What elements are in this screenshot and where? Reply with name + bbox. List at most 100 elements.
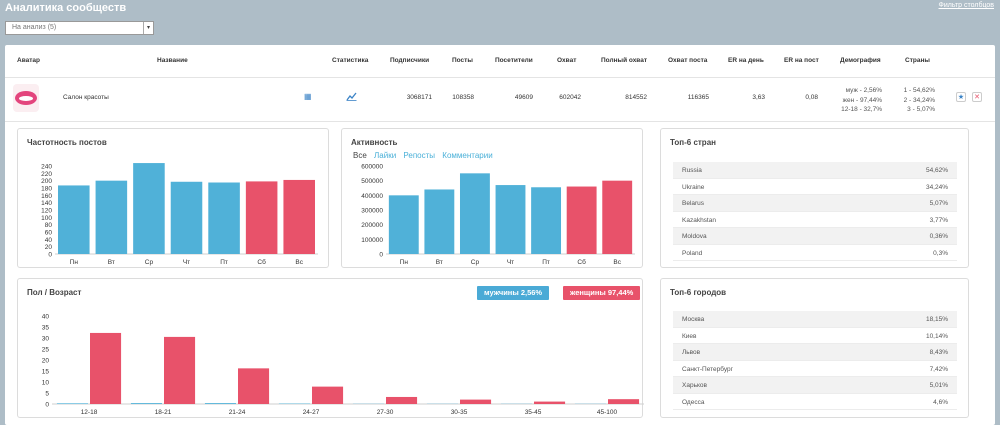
bar <box>424 189 455 254</box>
col-post-reach[interactable]: Охват поста <box>668 57 708 64</box>
subscribers-value: 3068171 <box>406 94 432 101</box>
y-tick-label: 0 <box>379 252 383 259</box>
bar <box>495 185 526 254</box>
y-tick-label: 30 <box>42 336 50 343</box>
bar-women <box>312 386 344 404</box>
x-tick-label: 45-100 <box>597 409 618 416</box>
gender-age-chart: 0 5 10 15 20 25 30 35 40 12-18 18-21 21-24 24-27 27-3… <box>42 314 644 416</box>
country-name: Ukraine <box>682 183 705 191</box>
y-tick-label: 100 <box>41 215 52 222</box>
tab-likes[interactable]: Лайки <box>374 151 397 160</box>
y-tick-label: 10 <box>42 380 50 387</box>
country-value: 5,07% <box>929 200 948 207</box>
col-name[interactable]: Название <box>157 57 188 64</box>
y-tick-label: 300000 <box>361 208 383 215</box>
analysis-select-value: На анализ (5) <box>12 24 57 31</box>
bar-women <box>90 332 122 404</box>
activity-chart: 0 100000 200000 300000 400000 500000 600000 Пн В… <box>361 164 635 266</box>
bar-men <box>56 403 88 404</box>
er-post-value: 0,08 <box>805 94 818 101</box>
col-er-day[interactable]: ER на день <box>728 57 764 64</box>
x-tick-label: Чт <box>507 259 514 266</box>
x-tick-label: 18-21 <box>155 409 172 416</box>
remove-icon[interactable]: ✕ <box>972 92 982 102</box>
list-item: Poland 0,3% <box>673 245 957 261</box>
post-frequency-title: Частотность постов <box>27 138 107 147</box>
x-tick-label: 21-24 <box>229 409 246 416</box>
x-tick-label: Пт <box>542 259 550 266</box>
er-day-value: 3,63 <box>752 94 765 101</box>
city-value: 7,42% <box>929 365 948 373</box>
line-chart-icon[interactable] <box>346 91 357 103</box>
y-tick-label: 240 <box>41 164 52 171</box>
posts-value: 108358 <box>452 94 474 101</box>
x-tick-label: Сб <box>577 258 586 266</box>
y-tick-label: 40 <box>42 314 50 321</box>
x-tick-label: 30-35 <box>451 409 468 416</box>
col-er-post[interactable]: ER на пост <box>784 57 819 64</box>
tab-all[interactable]: Все <box>353 151 367 160</box>
men-pill: мужчины 2,56% <box>477 286 550 300</box>
country-2: 2 - 34,24% <box>903 96 935 104</box>
bar <box>170 181 203 254</box>
x-tick-label: Ср <box>145 259 154 266</box>
col-visitors[interactable]: Посетители <box>495 57 533 64</box>
avatar[interactable] <box>13 84 39 112</box>
city-name: Львов <box>682 349 701 356</box>
tab-comments[interactable]: Комментарии <box>442 151 493 160</box>
y-tick-label: 600000 <box>361 164 383 171</box>
bar <box>283 179 315 254</box>
city-name: Киев <box>682 332 697 340</box>
bar <box>133 163 165 254</box>
list-item: Львов 8,43% <box>673 344 957 361</box>
demography-cell: муж - 2,56% жен - 97,44% 12-18 - 32,7% <box>841 86 882 115</box>
activity-tabs: Все Лайки Репосты Комментарии <box>353 151 498 160</box>
y-tick-label: 15 <box>42 369 50 376</box>
col-avatar[interactable]: Аватар <box>17 57 40 64</box>
col-demography[interactable]: Демография <box>840 57 881 64</box>
community-name[interactable]: Салон красоты <box>63 94 109 101</box>
bar-women <box>460 399 492 404</box>
table-icon[interactable]: ▦ <box>304 92 312 101</box>
top-cities-list: Москва 18,15% Киев 10,14% Львов 8,43% Санкт-Пе… <box>673 311 957 410</box>
column-filter-link[interactable]: Фильтр столбцов <box>938 2 994 9</box>
col-reach[interactable]: Охват <box>557 57 577 64</box>
bar-women <box>534 401 566 404</box>
main-panel: Аватар Название Статистика Подписчики По… <box>5 45 995 425</box>
list-item: Kazakhstan 3,77% <box>673 212 957 228</box>
list-item: Belarus 5,07% <box>673 195 957 212</box>
y-tick-label: 5 <box>45 391 49 398</box>
col-countries[interactable]: Страны <box>905 57 930 64</box>
country-3: 3 - 5,07% <box>907 106 935 113</box>
country-value: 34,24% <box>925 183 948 191</box>
country-name: Poland <box>682 249 703 257</box>
country-1: 1 - 54,62% <box>903 87 935 94</box>
top-countries-card: Топ-6 стран Russia 54,62% Ukraine 34,24% Bel… <box>660 128 969 268</box>
top-cities-title: Топ-6 городов <box>670 288 727 297</box>
y-tick-label: 25 <box>42 347 50 354</box>
y-tick-label: 500000 <box>361 178 383 185</box>
chevron-down-icon[interactable]: ▾ <box>143 22 153 34</box>
analysis-select[interactable]: На анализ (5) ▾ <box>5 21 154 35</box>
favorite-star-icon[interactable]: ★ <box>956 92 966 102</box>
country-name: Kazakhstan <box>682 216 716 224</box>
country-name: Moldova <box>682 233 707 240</box>
country-name: Russia <box>682 167 702 174</box>
col-full-reach[interactable]: Полный охват <box>601 57 648 64</box>
x-tick-label: Вс <box>613 259 621 266</box>
col-posts[interactable]: Посты <box>452 57 473 64</box>
y-tick-label: 180 <box>41 186 52 193</box>
x-tick-label: 12-18 <box>81 409 98 416</box>
x-tick-label: 24-27 <box>303 409 320 416</box>
bar-women <box>608 399 640 404</box>
city-name: Санкт-Петербург <box>682 365 733 373</box>
col-stats[interactable]: Статистика <box>332 57 369 64</box>
tab-reposts[interactable]: Репосты <box>403 151 436 160</box>
col-subscribers[interactable]: Подписчики <box>390 57 430 64</box>
list-item: Санкт-Петербург 7,42% <box>673 361 957 377</box>
bar-men <box>204 403 236 404</box>
city-value: 5,01% <box>929 382 948 389</box>
demo-age: 12-18 - 32,7% <box>841 106 882 113</box>
country-value: 0,3% <box>933 249 948 257</box>
